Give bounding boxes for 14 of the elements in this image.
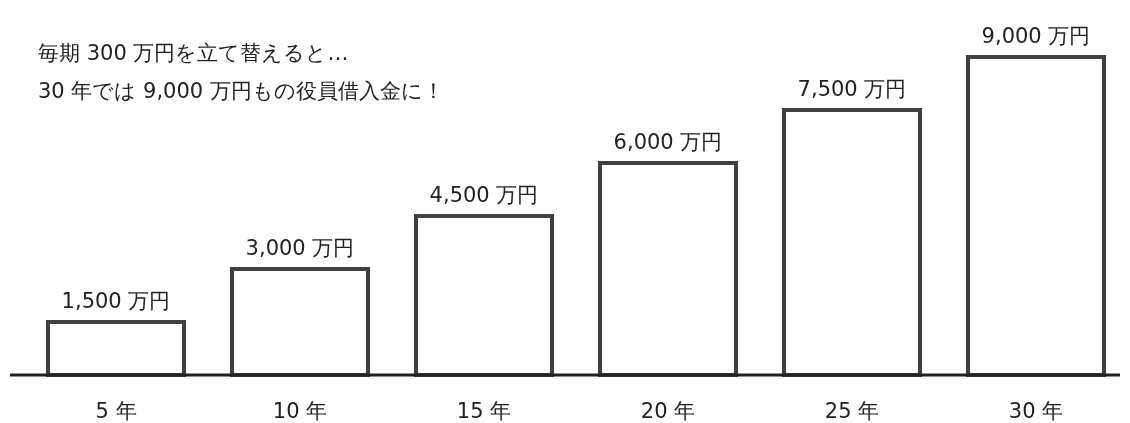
x-tick-label: 10 年 (272, 399, 328, 423)
data-label: 9,000 万円 (981, 24, 1091, 48)
x-tick-label: 15 年 (456, 399, 512, 423)
data-label: 7,500 万円 (797, 77, 907, 101)
x-tick-label: 25 年 (824, 399, 880, 423)
data-label: 4,500 万円 (429, 183, 539, 207)
data-label: 1,500 万円 (61, 289, 171, 313)
x-tick-label: 5 年 (95, 399, 137, 423)
data-label: 3,000 万円 (245, 236, 355, 260)
chart-title: 毎期 300 万円を立て替えると… (38, 41, 349, 65)
text: 30 年では 9,000 万円もの役員借入金に！ (38, 79, 444, 103)
x-tick-label: 30 年 (1008, 399, 1064, 423)
data-label: 6,000 万円 (613, 130, 723, 154)
x-tick-label: 20 年 (640, 399, 696, 423)
